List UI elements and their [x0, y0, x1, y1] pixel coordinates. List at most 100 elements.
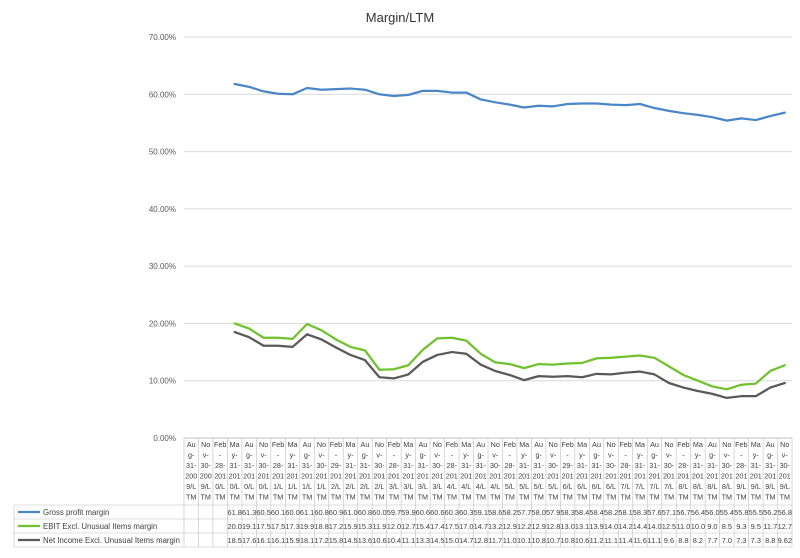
data-label: 56.0: [705, 508, 719, 517]
x-tick-label: g-: [535, 451, 542, 460]
y-tick-label: 70.00%: [149, 33, 176, 42]
x-tick-label: 201: [373, 472, 385, 481]
data-label: 60.0: [372, 508, 386, 517]
data-label: 14.5: [430, 536, 444, 545]
x-tick-label: 201: [359, 472, 371, 481]
x-tick-label: No: [317, 440, 326, 449]
data-label: 58.0: [531, 508, 545, 517]
x-tick-label: No: [491, 440, 500, 449]
x-tick-label: TM: [490, 493, 500, 502]
data-label: 60.3: [445, 508, 459, 517]
x-tick-label: 201: [330, 472, 342, 481]
data-label: 11.7: [488, 536, 502, 545]
data-label: 58.4: [575, 508, 589, 517]
x-tick-label: 31-: [360, 461, 371, 470]
x-tick-label: Feb: [561, 440, 573, 449]
x-tick-label: TM: [620, 493, 630, 502]
data-label: 12.0: [387, 522, 401, 531]
data-label: 10.7: [546, 536, 560, 545]
x-tick-label: 9/L: [765, 482, 775, 491]
x-tick-label: 31-: [519, 461, 530, 470]
data-label: 7.3: [751, 536, 761, 545]
data-label: 9.3: [736, 522, 746, 531]
x-tick-label: No: [549, 440, 558, 449]
x-tick-label: 7/L: [664, 482, 674, 491]
data-label: 58.2: [503, 508, 517, 517]
x-tick-label: 0/L: [215, 482, 225, 491]
x-tick-label: 7/L: [635, 482, 645, 491]
x-tick-label: 9/L: [736, 482, 746, 491]
data-label: 15.0: [445, 536, 459, 545]
x-tick-label: 201: [518, 472, 530, 481]
x-tick-label: 30-: [374, 461, 385, 470]
x-tick-label: TM: [765, 493, 775, 502]
data-label: 59.9: [401, 508, 415, 517]
x-tick-label: 201: [533, 472, 545, 481]
x-tick-label: 201: [706, 472, 718, 481]
x-tick-label: No: [722, 440, 731, 449]
x-tick-label: TM: [302, 493, 312, 502]
x-tick-label: v-: [434, 451, 441, 460]
x-tick-label: v-: [608, 451, 615, 460]
data-label: 57.6: [647, 508, 661, 517]
x-tick-label: 30-: [432, 461, 443, 470]
x-tick-label: y-: [637, 451, 644, 460]
x-tick-label: Au: [303, 440, 312, 449]
x-tick-label: TM: [403, 493, 413, 502]
x-tick-label: v-: [376, 451, 383, 460]
x-tick-label: 201: [562, 472, 574, 481]
x-tick-label: TM: [258, 493, 268, 502]
data-label: 11.7: [763, 522, 777, 531]
data-label: 17.0: [459, 522, 473, 531]
data-label: 14.2: [618, 522, 632, 531]
x-tick-label: 201: [417, 472, 429, 481]
x-tick-label: TM: [722, 493, 732, 502]
y-tick-label: 40.00%: [149, 205, 176, 214]
x-tick-label: 28-: [447, 461, 458, 470]
x-tick-label: 28-: [273, 461, 284, 470]
x-tick-label: 31-: [302, 461, 313, 470]
x-tick-label: 30-: [606, 461, 617, 470]
data-label: 8.8: [678, 536, 688, 545]
data-label: 57.7: [517, 508, 531, 517]
x-tick-label: 2/L: [360, 482, 370, 491]
data-label: 61.0: [343, 508, 357, 517]
series-lines: [233, 82, 786, 400]
data-label: 15.3: [358, 522, 372, 531]
data-label: 60.1: [271, 508, 285, 517]
x-tick-label: 31-: [287, 461, 298, 470]
data-label: 12.7: [778, 522, 792, 531]
data-label: 60.5: [256, 508, 270, 517]
x-tick-label: TM: [461, 493, 471, 502]
x-tick-label: 31-: [476, 461, 487, 470]
x-tick-label: TM: [505, 493, 515, 502]
x-tick-label: Au: [534, 440, 543, 449]
data-label: 8.2: [693, 536, 703, 545]
x-tick-label: Feb: [504, 440, 516, 449]
x-tick-label: TM: [780, 493, 790, 502]
x-tick-label: 31-: [186, 461, 197, 470]
data-label: 56.7: [676, 508, 690, 517]
x-tick-label: TM: [331, 493, 341, 502]
x-tick-label: 3/L: [403, 482, 413, 491]
x-tick-label: 31-: [591, 461, 602, 470]
x-tick-label: 201: [229, 472, 241, 481]
x-tick-label: 201: [547, 472, 559, 481]
data-label: 11.0: [503, 536, 517, 545]
x-tick-label: 1/L: [288, 482, 298, 491]
data-label: 8.8: [765, 536, 775, 545]
x-tick-label: No: [780, 440, 789, 449]
data-label: 12.9: [531, 522, 545, 531]
x-tick-label: 201: [504, 472, 516, 481]
data-label: 15.8: [329, 536, 343, 545]
x-tick-label: 31-: [461, 461, 472, 470]
x-tick-label: 201: [591, 472, 603, 481]
x-tick-label: 31-: [533, 461, 544, 470]
data-label: 15.9: [285, 536, 299, 545]
data-label: 11.1: [604, 536, 618, 545]
x-tick-label: Au: [245, 440, 254, 449]
x-tick-label: 28-: [678, 461, 689, 470]
y-tick-label: 0.00%: [153, 434, 176, 443]
x-tick-label: TM: [533, 493, 543, 502]
